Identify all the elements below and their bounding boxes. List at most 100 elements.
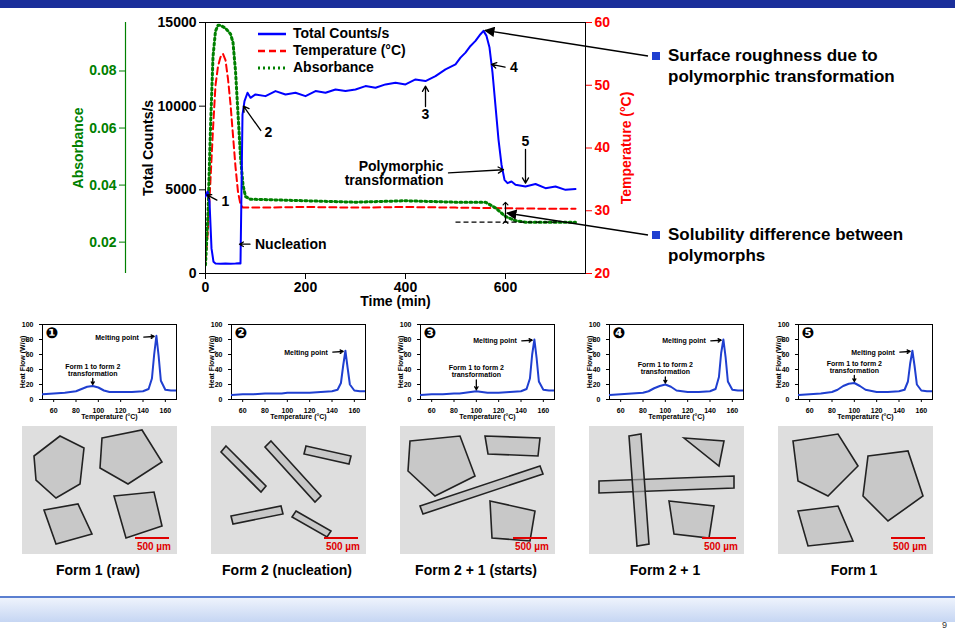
- svg-text:30: 30: [595, 202, 611, 218]
- svg-text:Total Counts/s: Total Counts/s: [140, 100, 156, 196]
- svg-text:160: 160: [537, 407, 549, 414]
- svg-text:Absorbance: Absorbance: [70, 107, 86, 188]
- svg-text:20: 20: [215, 381, 223, 388]
- svg-text:0: 0: [202, 279, 210, 295]
- svg-text:100: 100: [400, 321, 412, 328]
- svg-text:Melting point: Melting point: [662, 337, 706, 345]
- svg-text:600: 600: [494, 279, 518, 295]
- svg-text:Melting point: Melting point: [95, 333, 139, 341]
- svg-text:Temperature (°C): Temperature (°C): [837, 413, 893, 421]
- svg-text:Form 1 to form 2transformation: Form 1 to form 2transformation: [827, 360, 882, 374]
- svg-text:60: 60: [806, 407, 814, 414]
- svg-text:60: 60: [239, 407, 247, 414]
- svg-text:Polymorphictransformation: Polymorphictransformation: [345, 158, 444, 188]
- svg-text:100: 100: [778, 321, 790, 328]
- svg-text:5: 5: [522, 133, 530, 149]
- svg-text:60: 60: [595, 14, 611, 30]
- svg-text:160: 160: [159, 407, 171, 414]
- svg-text:10000: 10000: [158, 98, 197, 114]
- svg-text:15000: 15000: [158, 14, 197, 30]
- svg-text:200: 200: [294, 279, 318, 295]
- svg-text:50: 50: [595, 77, 611, 93]
- svg-text:60: 60: [50, 407, 58, 414]
- svg-text:60: 60: [617, 407, 625, 414]
- svg-text:100: 100: [22, 321, 34, 328]
- svg-text:Melting point: Melting point: [851, 348, 895, 356]
- svg-text:60: 60: [782, 351, 790, 358]
- svg-text:❷: ❷: [235, 324, 248, 342]
- svg-text:60: 60: [593, 351, 601, 358]
- svg-text:Form 1 to form 2transformation: Form 1 to form 2transformation: [638, 361, 693, 375]
- svg-text:Nucleation: Nucleation: [255, 236, 327, 252]
- svg-text:500 µm: 500 µm: [704, 541, 738, 552]
- svg-text:Melting point: Melting point: [284, 348, 328, 356]
- svg-text:0: 0: [189, 265, 197, 281]
- svg-text:160: 160: [726, 407, 738, 414]
- svg-text:40: 40: [595, 139, 611, 155]
- svg-text:5000: 5000: [165, 181, 196, 197]
- svg-text:20: 20: [595, 265, 611, 281]
- svg-text:0: 0: [408, 396, 412, 403]
- svg-text:0: 0: [30, 396, 34, 403]
- svg-text:20: 20: [593, 381, 601, 388]
- svg-text:Temperature (°C): Temperature (°C): [618, 92, 634, 205]
- svg-text:40: 40: [782, 366, 790, 373]
- svg-text:80: 80: [593, 336, 601, 343]
- svg-text:20: 20: [404, 381, 412, 388]
- svg-text:80: 80: [450, 407, 458, 414]
- svg-text:80: 80: [828, 407, 836, 414]
- svg-text:Heat Flow (W/g): Heat Flow (W/g): [19, 336, 27, 389]
- svg-text:80: 80: [261, 407, 269, 414]
- svg-text:80: 80: [72, 407, 80, 414]
- svg-text:0: 0: [219, 396, 223, 403]
- svg-text:Heat Flow (W/g): Heat Flow (W/g): [586, 336, 594, 389]
- svg-text:0: 0: [597, 396, 601, 403]
- svg-text:140: 140: [893, 407, 905, 414]
- svg-text:160: 160: [348, 407, 360, 414]
- svg-text:❹: ❹: [613, 324, 626, 342]
- svg-text:Temperature (°C): Temperature (°C): [270, 413, 326, 421]
- svg-text:3: 3: [422, 106, 430, 122]
- svg-text:20: 20: [26, 381, 34, 388]
- svg-text:40: 40: [215, 366, 223, 373]
- svg-text:Temperature (°C): Temperature (°C): [648, 413, 704, 421]
- svg-text:❸: ❸: [424, 324, 437, 342]
- svg-text:Form 1 to form 2transformation: Form 1 to form 2transformation: [65, 363, 120, 377]
- svg-text:❶: ❶: [46, 324, 59, 342]
- svg-text:0.04: 0.04: [89, 177, 116, 193]
- svg-text:Temperature (°C): Temperature (°C): [81, 413, 137, 421]
- svg-text:Heat Flow (W/g): Heat Flow (W/g): [397, 336, 405, 389]
- svg-text:140: 140: [704, 407, 716, 414]
- svg-text:0.06: 0.06: [89, 120, 116, 136]
- svg-text:140: 140: [326, 407, 338, 414]
- svg-text:Melting point: Melting point: [473, 337, 517, 345]
- svg-text:60: 60: [404, 351, 412, 358]
- svg-text:❺: ❺: [802, 324, 815, 342]
- svg-text:80: 80: [782, 336, 790, 343]
- svg-text:500 µm: 500 µm: [893, 541, 927, 552]
- svg-text:80: 80: [639, 407, 647, 414]
- svg-text:40: 40: [593, 366, 601, 373]
- svg-text:100: 100: [589, 321, 601, 328]
- svg-text:0.02: 0.02: [89, 234, 116, 250]
- svg-text:500 µm: 500 µm: [326, 541, 360, 552]
- svg-text:40: 40: [404, 366, 412, 373]
- svg-text:60: 60: [26, 351, 34, 358]
- svg-text:2: 2: [265, 124, 273, 140]
- svg-text:Heat Flow (W/g): Heat Flow (W/g): [775, 336, 783, 389]
- svg-text:160: 160: [915, 407, 927, 414]
- svg-text:40: 40: [26, 366, 34, 373]
- svg-text:500 µm: 500 µm: [515, 541, 549, 552]
- svg-text:4: 4: [510, 59, 518, 75]
- svg-text:80: 80: [404, 336, 412, 343]
- svg-text:Temperature (°C): Temperature (°C): [459, 413, 515, 421]
- svg-text:1: 1: [222, 193, 230, 209]
- svg-text:20: 20: [782, 381, 790, 388]
- svg-text:Time (min): Time (min): [360, 293, 431, 309]
- svg-text:60: 60: [215, 351, 223, 358]
- svg-text:0: 0: [786, 396, 790, 403]
- svg-text:140: 140: [515, 407, 527, 414]
- svg-text:60: 60: [428, 407, 436, 414]
- svg-text:Form 1 to form 2transformation: Form 1 to form 2transformation: [449, 364, 504, 378]
- svg-text:140: 140: [137, 407, 149, 414]
